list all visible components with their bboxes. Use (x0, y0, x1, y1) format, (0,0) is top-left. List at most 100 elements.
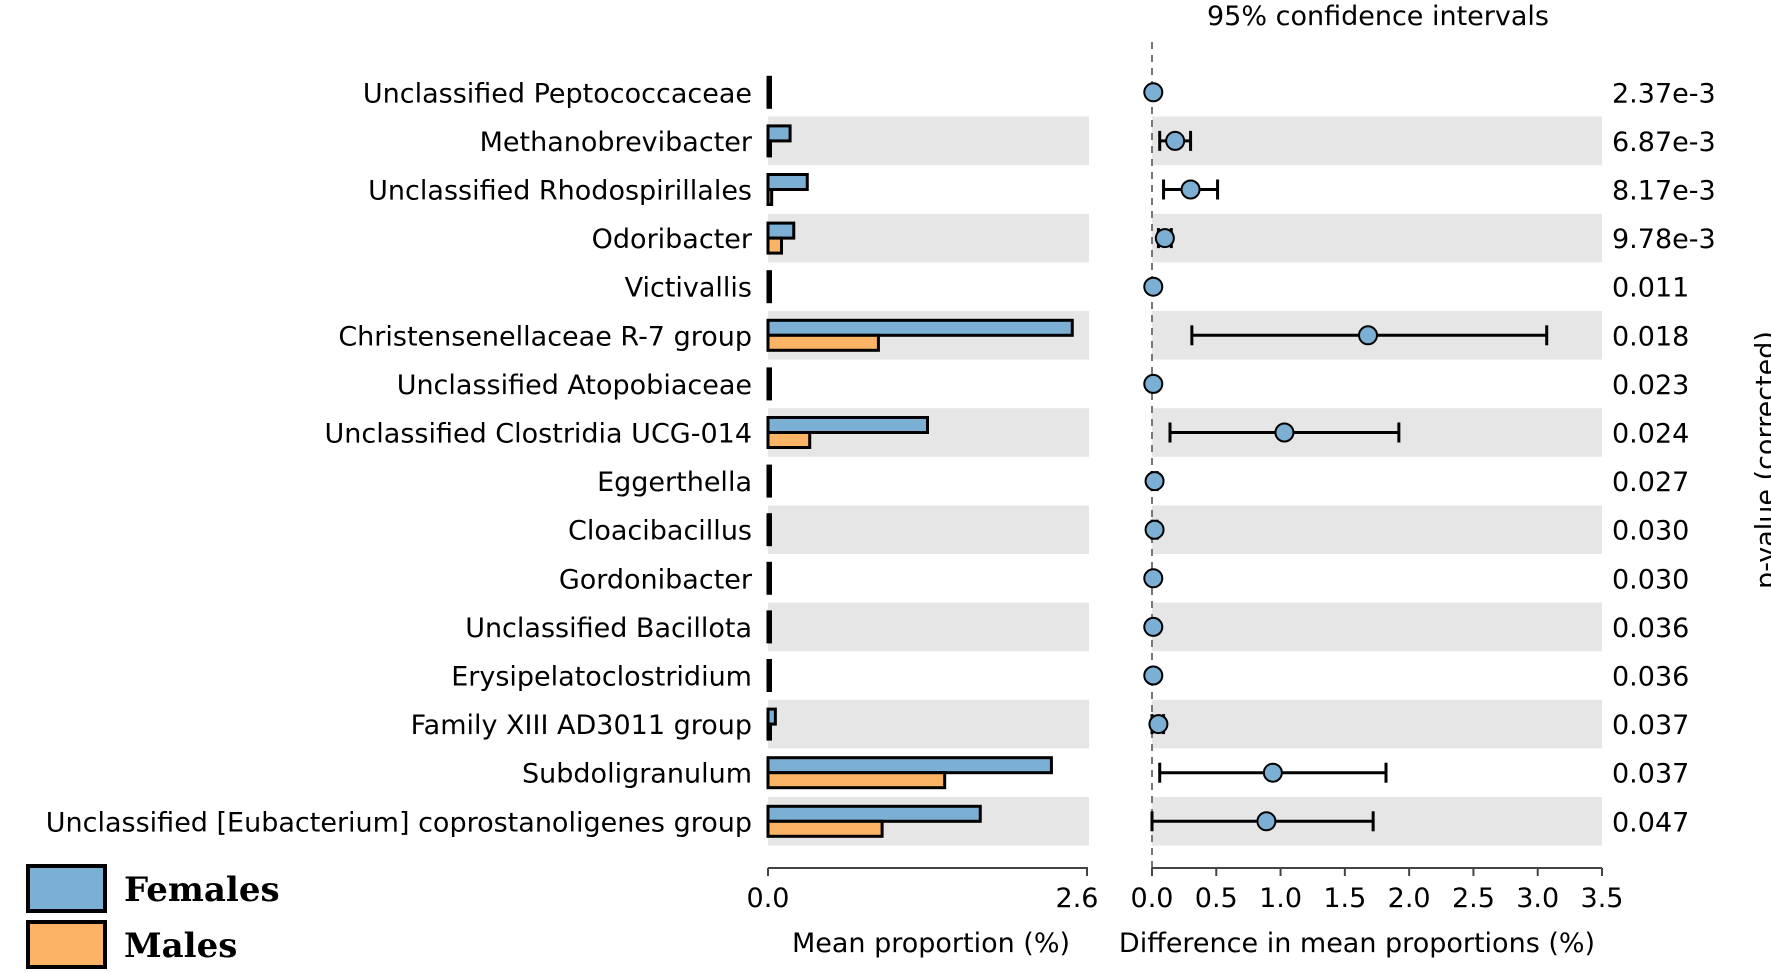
bar-females-erysipelatoclostridium (766, 659, 772, 677)
right-x-axis: Difference in mean proportions (%) 0.0 0.… (1119, 867, 1623, 959)
p-value-axis-title: p-value (corrected) (1751, 331, 1771, 589)
row-stripe-right (1152, 602, 1602, 652)
left-tick-label-max: 2.6 (1056, 883, 1099, 914)
bar-females-unclassified-atopobiaceae (766, 367, 772, 386)
bar-females-unclassified-eubacterium-coprostanoligenes-group (766, 804, 982, 823)
bar-males-family-xiii-ad3011-group (766, 722, 772, 741)
left-x-axis-title: Mean proportion (%) (792, 928, 1070, 959)
category-label-unclassified-eubacterium-coprostanoligenes-group: Unclassified [Eubacterium] coprostanolig… (46, 807, 752, 838)
p-value-column: 2.37e-3 6.87e-3 8.17e-3 9.78e-3 0.011 0.018 0.… (1612, 78, 1716, 838)
ci-point-unclassified-atopobiaceae (1143, 373, 1164, 394)
ci-point-erysipelatoclostridium (1143, 665, 1164, 686)
ci-point-gordonibacter (1143, 568, 1164, 589)
category-label-unclassified-rhodospirillales: Unclassified Rhodospirillales (368, 176, 752, 207)
right-x-axis-title: Difference in mean proportions (%) (1119, 928, 1595, 959)
ci-point-eggerthella (1144, 471, 1165, 492)
bar-males-cloacibacillus (766, 528, 772, 547)
row-stripe-right (1152, 505, 1602, 554)
p-value-odoribacter: 9.78e-3 (1612, 224, 1716, 255)
bar-females-cloacibacillus (766, 513, 772, 532)
row-stripe-right (1152, 213, 1602, 263)
right-tick-label: 1.0 (1259, 883, 1302, 914)
p-value-erysipelatoclostridium: 0.036 (1612, 662, 1689, 693)
bar-males-gordonibacter (766, 576, 772, 595)
ci-point-methanobrevibacter (1165, 130, 1186, 151)
bar-males-odoribacter (766, 236, 783, 255)
right-tick-label: 1.5 (1323, 883, 1366, 914)
category-label-christensenellaceae-r-7-group: Christensenellaceae R-7 group (338, 321, 752, 352)
ci-point-unclassified-bacillota (1143, 616, 1164, 637)
bar-females-unclassified-bacillota (766, 610, 772, 629)
row-stripe-left (768, 116, 1089, 166)
ci-point-unclassified-clostridia-ucg-014 (1274, 422, 1295, 443)
row-stripe-left (768, 699, 1089, 749)
legend-swatch-females (26, 864, 107, 913)
p-value-methanobrevibacter: 6.87e-3 (1612, 127, 1716, 158)
bar-females-eggerthella (766, 464, 772, 483)
bar-males-unclassified-atopobiaceae (766, 382, 772, 401)
left-tick-label-min: 0.0 (747, 883, 790, 914)
bar-males-methanobrevibacter (766, 139, 772, 158)
bar-females-unclassified-peptococcaceae (766, 75, 772, 94)
bar-males-unclassified-clostridia-ucg-014 (766, 431, 812, 449)
p-value-victivallis: 0.011 (1612, 273, 1689, 304)
bar-females-unclassified-rhodospirillales (766, 173, 809, 191)
bar-males-unclassified-rhodospirillales (766, 188, 774, 206)
p-value-unclassified-atopobiaceae: 0.023 (1612, 370, 1689, 401)
ci-point-unclassified-rhodospirillales (1180, 179, 1201, 200)
category-label-victivallis: Victivallis (625, 273, 752, 304)
left-x-axis: 0.0 2.6 Mean proportion (%) (747, 867, 1099, 959)
category-label-subdoligranulum: Subdoligranulum (522, 759, 752, 790)
category-label-unclassified-clostridia-ucg-014: Unclassified Clostridia UCG-014 (325, 419, 752, 450)
bar-males-unclassified-peptococcaceae (766, 90, 772, 109)
category-label-eggerthella: Eggerthella (597, 467, 752, 498)
ci-point-odoribacter (1154, 228, 1175, 249)
ci-point-unclassified-peptococcaceae (1143, 82, 1164, 103)
legend-swatch-males (26, 920, 107, 969)
p-value-family-xiii-ad3011-group: 0.037 (1612, 710, 1689, 741)
ci-point-cloacibacillus (1144, 519, 1165, 540)
category-label-family-xiii-ad3011-group: Family XIII AD3011 group (411, 710, 752, 741)
p-value-unclassified-rhodospirillales: 8.17e-3 (1612, 176, 1716, 207)
bar-females-methanobrevibacter (766, 124, 792, 143)
p-value-cloacibacillus: 0.030 (1612, 516, 1689, 547)
p-value-unclassified-clostridia-ucg-014: 0.024 (1612, 419, 1689, 450)
category-label-unclassified-peptococcaceae: Unclassified Peptococcaceae (363, 78, 752, 109)
row-stripe-left (768, 505, 1089, 554)
category-labels: Unclassified Peptococcaceae Methanobrevib… (46, 78, 753, 838)
category-label-unclassified-atopobiaceae: Unclassified Atopobiaceae (397, 370, 752, 401)
right-tick-label: 0.0 (1131, 883, 1174, 914)
confidence-interval-plot (1143, 42, 1549, 868)
right-tick-label: 3.0 (1516, 883, 1559, 914)
row-stripe-right (1152, 116, 1602, 166)
p-value-gordonibacter: 0.030 (1612, 564, 1689, 595)
ci-point-unclassified-eubacterium-coprostanoligenes-group (1256, 811, 1277, 832)
p-value-subdoligranulum: 0.037 (1612, 759, 1689, 790)
bar-males-erysipelatoclostridium (766, 674, 772, 692)
right-tick-label: 0.5 (1195, 883, 1238, 914)
legend: Females Males (26, 864, 280, 969)
p-value-unclassified-bacillota: 0.036 (1612, 613, 1689, 644)
category-label-cloacibacillus: Cloacibacillus (568, 516, 752, 547)
bar-females-gordonibacter (766, 561, 772, 580)
category-label-erysipelatoclostridium: Erysipelatoclostridium (451, 662, 752, 693)
ci-point-family-xiii-ad3011-group (1148, 714, 1169, 735)
bar-females-unclassified-clostridia-ucg-014 (766, 416, 929, 434)
bar-females-victivallis (766, 270, 772, 289)
legend-label-females: Females (124, 870, 280, 910)
bar-males-christensenellaceae-r-7-group (766, 333, 880, 352)
bar-males-eggerthella (766, 479, 772, 498)
bar-males-subdoligranulum (766, 771, 947, 790)
category-label-odoribacter: Odoribacter (592, 224, 753, 255)
bar-males-unclassified-bacillota (766, 625, 772, 644)
row-stripe-right (1152, 699, 1602, 749)
bar-females-subdoligranulum (766, 756, 1053, 775)
p-value-unclassified-peptococcaceae: 2.37e-3 (1612, 78, 1716, 109)
p-value-eggerthella: 0.027 (1612, 467, 1689, 498)
p-value-christensenellaceae-r-7-group: 0.018 (1612, 321, 1689, 352)
row-stripe-left (768, 602, 1089, 652)
ci-point-subdoligranulum (1262, 762, 1283, 783)
bar-males-victivallis (766, 285, 772, 304)
category-label-methanobrevibacter: Methanobrevibacter (480, 127, 753, 158)
